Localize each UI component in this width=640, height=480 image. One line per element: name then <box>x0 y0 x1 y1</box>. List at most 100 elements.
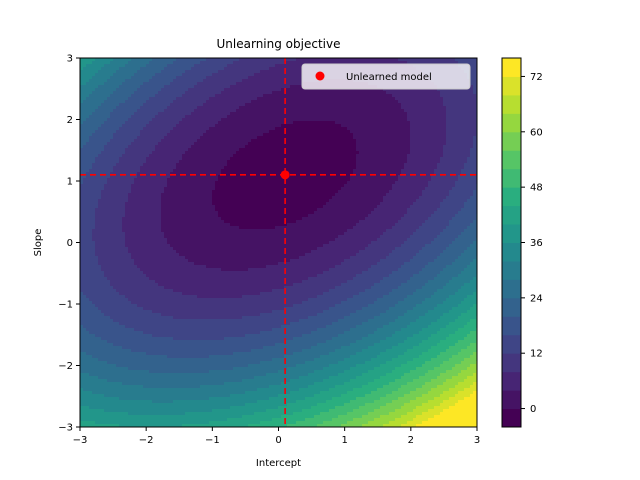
contour-cell <box>134 64 138 68</box>
contour-cell <box>410 58 414 62</box>
contour-cell <box>233 88 237 92</box>
contour-cell <box>89 70 93 74</box>
contour-cell <box>143 97 147 101</box>
contour-cell <box>218 88 222 92</box>
contour-cell <box>410 88 414 92</box>
contour-cell <box>194 76 198 80</box>
contour-cell <box>374 97 378 101</box>
contour-cell <box>260 82 264 86</box>
contour-cell <box>152 79 156 83</box>
contour-cell <box>398 88 402 92</box>
contour-cell <box>215 64 219 68</box>
contour-cell <box>215 79 219 83</box>
contour-cell <box>107 76 111 80</box>
contour-cell <box>218 61 222 65</box>
contour-cell <box>146 70 150 74</box>
contour-cell <box>329 97 333 101</box>
contour-cell <box>287 76 291 80</box>
contour-cell <box>272 67 276 71</box>
contour-cell <box>212 85 216 89</box>
contour-cell <box>119 82 123 86</box>
contour-cell <box>215 58 219 62</box>
contour-cell <box>266 97 270 101</box>
contour-cell <box>377 94 381 98</box>
contour-cell <box>164 97 168 101</box>
contour-cell <box>245 82 249 86</box>
contour-cell <box>203 94 207 98</box>
contour-cell <box>227 58 231 62</box>
contour-cell <box>404 58 408 62</box>
contour-cell <box>89 67 93 71</box>
contour-cell <box>152 88 156 92</box>
contour-cell <box>101 64 105 68</box>
contour-cell <box>287 58 291 62</box>
contour-cell <box>131 88 135 92</box>
contour-cell <box>98 73 102 77</box>
contour-cell <box>242 70 246 74</box>
contour-cell <box>140 76 144 80</box>
contour-cell <box>278 67 282 71</box>
contour-cell <box>95 94 99 98</box>
contour-cell <box>221 91 225 95</box>
contour-cell <box>269 76 273 80</box>
contour-cell <box>278 79 282 83</box>
contour-cell <box>389 94 393 98</box>
contour-cell <box>326 91 330 95</box>
contour-cell <box>92 73 96 77</box>
contour-cell <box>215 73 219 77</box>
contour-cell <box>269 67 273 71</box>
contour-cell <box>272 64 276 68</box>
contour-cell <box>416 91 420 95</box>
contour-cell <box>395 88 399 92</box>
contour-cell <box>467 94 471 98</box>
contour-cell <box>470 82 474 86</box>
contour-cell <box>83 64 87 68</box>
contour-cell <box>122 94 126 98</box>
contour-cell <box>158 85 162 89</box>
contour-cell <box>125 85 129 89</box>
contour-cell <box>104 94 108 98</box>
contour-cell <box>107 70 111 74</box>
contour-cell <box>290 82 294 86</box>
contour-cell <box>101 91 105 95</box>
contour-cell <box>80 61 84 65</box>
contour-cell <box>260 91 264 95</box>
contour-cell <box>197 61 201 65</box>
contour-cell <box>431 58 435 62</box>
contour-cell <box>116 61 120 65</box>
contour-cell <box>161 73 165 77</box>
contour-cell <box>170 58 174 62</box>
contour-cell <box>299 76 303 80</box>
contour-cell <box>122 58 126 62</box>
contour-cell <box>110 58 114 62</box>
contour-cell <box>182 85 186 89</box>
contour-cell <box>86 67 90 71</box>
contour-cell <box>173 91 177 95</box>
contour-cell <box>110 67 114 71</box>
contour-cell <box>227 79 231 83</box>
contour-cell <box>362 88 366 92</box>
contour-cell <box>92 88 96 92</box>
contour-cell <box>149 79 153 83</box>
contour-cell <box>266 94 270 98</box>
contour-cell <box>188 91 192 95</box>
contour-cell <box>461 58 465 62</box>
contour-cell <box>296 91 300 95</box>
contour-cell <box>398 94 402 98</box>
contour-cell <box>440 94 444 98</box>
contour-cell <box>272 97 276 101</box>
contour-cell <box>335 91 339 95</box>
contour-cell <box>227 91 231 95</box>
contour-cell <box>236 82 240 86</box>
contour-cell <box>410 91 414 95</box>
contour-cell <box>230 85 234 89</box>
contour-cell <box>119 76 123 80</box>
contour-cell <box>137 76 141 80</box>
contour-cell <box>242 67 246 71</box>
contour-cell <box>83 94 87 98</box>
contour-cell <box>173 85 177 89</box>
contour-cell <box>209 58 213 62</box>
contour-cell <box>287 61 291 65</box>
contour-cell <box>434 91 438 95</box>
contour-cell <box>83 88 87 92</box>
